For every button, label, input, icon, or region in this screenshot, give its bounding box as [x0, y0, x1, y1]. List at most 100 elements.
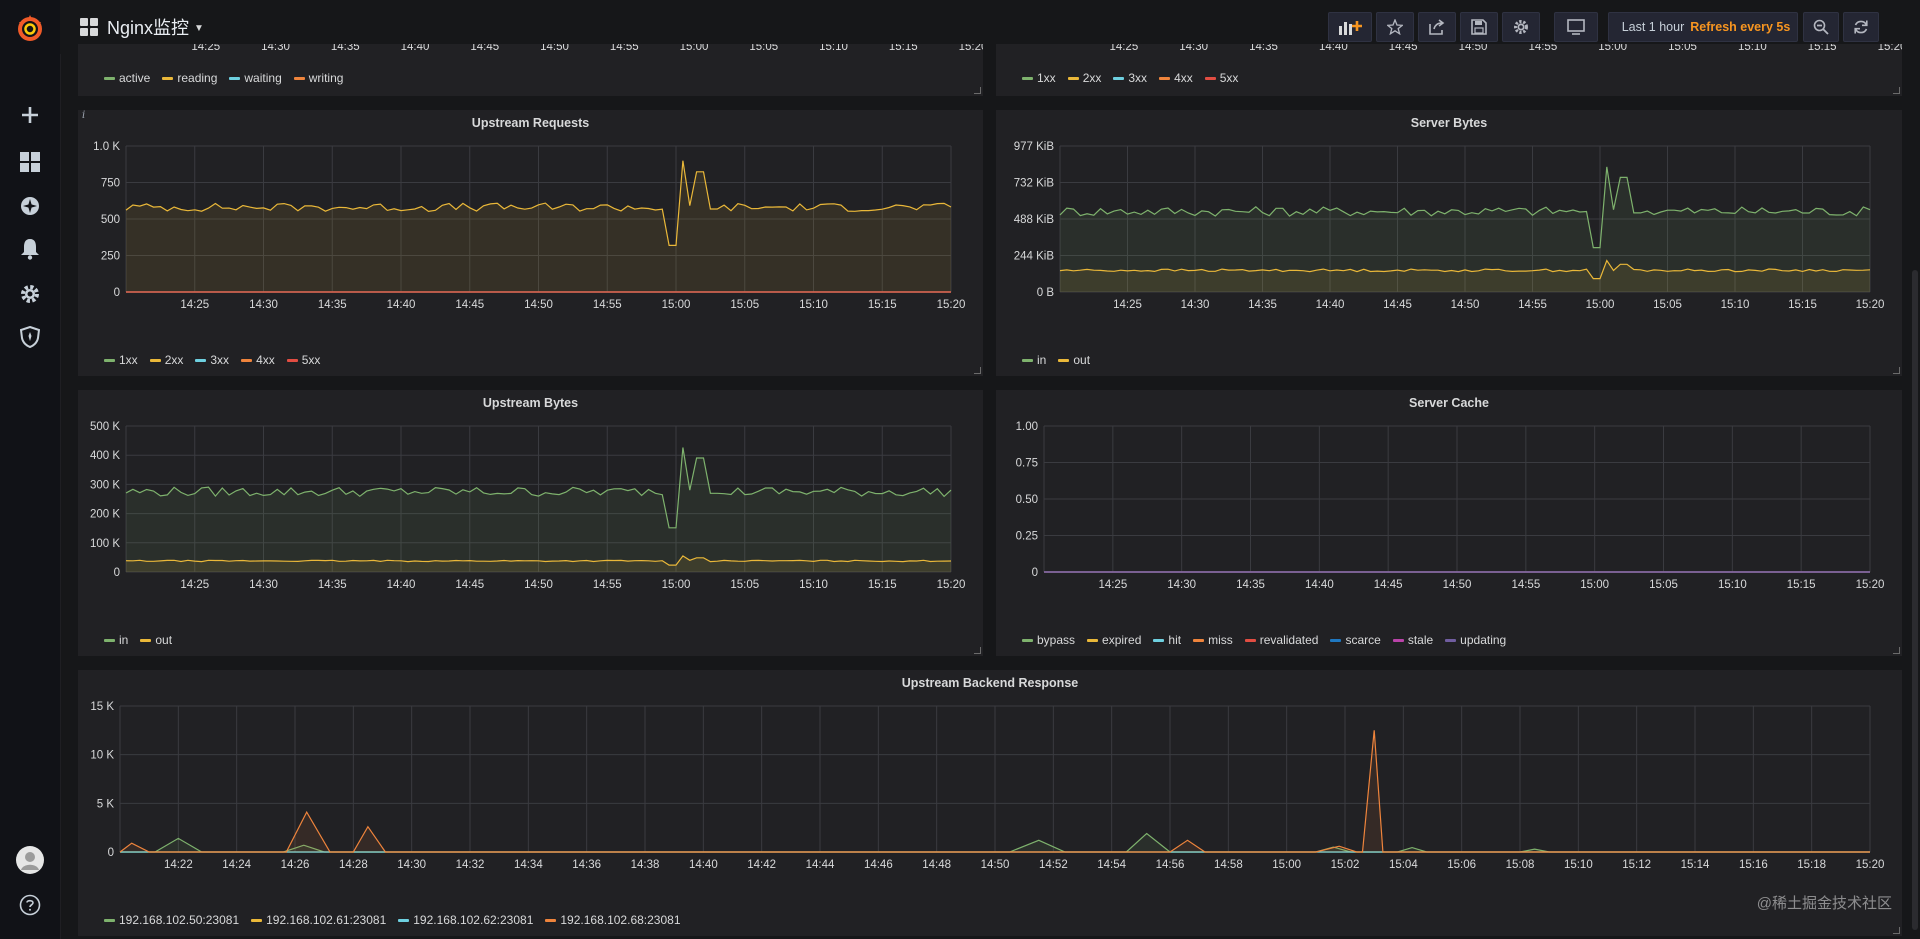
legend-item[interactable]: 5xx: [1204, 71, 1238, 85]
panel-server-cache[interactable]: Server Cache 0 0.25 0.50 0.75 1.00 14:25 14:30…: [996, 390, 1902, 656]
panel-upstream-backend-response[interactable]: Upstream Backend Response 0 5 K 10 K 15 K 14…: [78, 670, 1902, 936]
x-tick-label: 15:15: [868, 299, 897, 311]
legend-item[interactable]: 192.168.102.62:23081: [398, 913, 533, 927]
legend-label: out: [1073, 353, 1091, 367]
dashboard-settings-button[interactable]: [1502, 12, 1540, 42]
save-dashboard-button[interactable]: [1460, 12, 1498, 42]
legend-item[interactable]: 192.168.102.68:23081: [545, 913, 681, 927]
legend-label: 192.168.102.68:23081: [560, 913, 681, 927]
time-picker-button[interactable]: Last 1 hour Refresh every 5s: [1608, 12, 1798, 42]
user-avatar-icon[interactable]: [0, 843, 60, 877]
legend-label: revalidated: [1259, 633, 1319, 647]
legend-label: updating: [1460, 633, 1507, 647]
legend-item[interactable]: 4xx: [1159, 71, 1193, 85]
refresh-dashboard-button[interactable]: [1843, 12, 1879, 42]
legend-item[interactable]: 4xx: [241, 353, 275, 367]
y-tick-label: 15 K: [90, 701, 114, 713]
x-tick-label: 15:10: [1718, 579, 1747, 591]
series-line-in[interactable]: [125, 447, 952, 529]
legend-item[interactable]: hit: [1153, 633, 1181, 647]
x-tick-label: 14:24: [222, 859, 251, 871]
page-scrollbar[interactable]: [1912, 270, 1918, 930]
panel-upstream-requests[interactable]: i Upstream Requests 0 250 500 750 1.0 K 14:25…: [78, 110, 983, 376]
legend-swatch: [286, 358, 298, 362]
legend-item[interactable]: 3xx: [195, 353, 229, 367]
panel-resize-handle[interactable]: [974, 367, 981, 374]
star-dashboard-button[interactable]: [1376, 12, 1414, 42]
series-line-192.168.102.68:23081[interactable]: [119, 730, 1870, 853]
legend-item[interactable]: 192.168.102.61:23081: [251, 913, 386, 927]
y-tick-label: 0: [114, 567, 120, 579]
series-line-2xx[interactable]: [125, 160, 952, 246]
panel-active-connections-partial: 14:25 14:30 14:35 14:40 14:45 14:50 14:55 15:00…: [78, 44, 983, 96]
legend-item[interactable]: in: [1022, 353, 1046, 367]
panel-resize-handle[interactable]: [974, 647, 981, 654]
legend-item[interactable]: 1xx: [104, 353, 138, 367]
tv-mode-icon: [1567, 19, 1585, 35]
panel-resize-handle[interactable]: [1893, 647, 1900, 654]
series-line-in[interactable]: [1059, 166, 1871, 249]
panel-title: Server Cache: [1409, 396, 1489, 410]
x-tick-label: 14:25: [1098, 579, 1127, 591]
zoom-out-button[interactable]: [1803, 12, 1839, 42]
panel-resize-handle[interactable]: [1893, 87, 1900, 94]
panel-upstream-bytes[interactable]: Upstream Bytes 0 100 K 200 K 300 K 400 K 500 …: [78, 390, 983, 656]
legend-item[interactable]: bypass: [1022, 633, 1075, 647]
legend-item[interactable]: 1xx: [1022, 71, 1056, 85]
x-tick-label: 14:28: [339, 859, 368, 871]
legend-item[interactable]: waiting: [229, 71, 282, 85]
add-panel-button[interactable]: [1328, 12, 1372, 42]
configuration-gear-icon[interactable]: [0, 277, 60, 311]
legend-item[interactable]: 192.168.102.50:23081: [104, 913, 239, 927]
legend-item[interactable]: 2xx: [1067, 71, 1101, 85]
panel-resize-handle[interactable]: [1893, 927, 1900, 934]
legend-swatch: [241, 358, 253, 362]
legend-item[interactable]: updating: [1445, 633, 1506, 647]
legend-item[interactable]: out: [140, 633, 172, 647]
legend-item[interactable]: active: [104, 71, 150, 85]
panel-title: Upstream Backend Response: [901, 676, 1079, 690]
x-tick-label: 14:25: [180, 299, 209, 311]
dashboard-title-picker[interactable]: Nginx监控 ▼: [80, 14, 204, 40]
x-tick-label: 15:00: [680, 44, 709, 53]
x-tick-label: 14:55: [1518, 299, 1547, 311]
legend-item[interactable]: scarce: [1330, 633, 1381, 647]
legend-item[interactable]: out: [1058, 353, 1090, 367]
panel-resize-handle[interactable]: [974, 87, 981, 94]
legend-item[interactable]: in: [104, 633, 128, 647]
legend-item[interactable]: reading: [162, 71, 217, 85]
legend-swatch: [1204, 76, 1216, 80]
x-tick-label: 15:15: [1788, 299, 1817, 311]
dashboards-grid-icon[interactable]: [0, 145, 60, 179]
server-admin-shield-icon[interactable]: [0, 320, 60, 354]
plus-icon[interactable]: [0, 98, 60, 132]
legend-item[interactable]: 3xx: [1113, 71, 1147, 85]
series-line-out[interactable]: [125, 555, 952, 566]
tv-mode-button[interactable]: [1554, 12, 1598, 42]
legend-item[interactable]: miss: [1193, 633, 1233, 647]
series-line-out[interactable]: [1059, 259, 1871, 280]
legend-item[interactable]: 5xx: [286, 353, 320, 367]
share-dashboard-button[interactable]: [1418, 12, 1456, 42]
explore-compass-icon[interactable]: [0, 189, 60, 223]
y-tick-label: 5 K: [97, 798, 115, 810]
legend-item[interactable]: 2xx: [149, 353, 183, 367]
x-tick-label: 14:50: [524, 299, 553, 311]
x-tick-label: 14:35: [318, 299, 347, 311]
x-tick-label: 14:30: [397, 859, 426, 871]
legend-item[interactable]: stale: [1392, 633, 1433, 647]
panel-resize-handle[interactable]: [1893, 367, 1900, 374]
legend-item[interactable]: revalidated: [1244, 633, 1319, 647]
x-tick-label: 14:55: [593, 579, 622, 591]
panel-info-icon[interactable]: i: [82, 110, 86, 121]
grafana-logo-icon[interactable]: [0, 10, 60, 46]
alerting-bell-icon[interactable]: [0, 232, 60, 266]
panel-server-bytes[interactable]: Server Bytes 0 B 244 KiB 488 KiB 732 KiB 977…: [996, 110, 1902, 376]
x-tick-label: 14:55: [610, 44, 639, 53]
legend-item[interactable]: writing: [293, 71, 343, 85]
help-icon[interactable]: [0, 888, 60, 922]
y-tick-label: 100 K: [90, 538, 120, 550]
partial-x-axis: 14:25 14:30 14:35 14:40 14:45 14:50 14:55 15:00…: [191, 44, 983, 53]
legend-swatch: [104, 918, 115, 922]
legend-item[interactable]: expired: [1087, 633, 1141, 647]
